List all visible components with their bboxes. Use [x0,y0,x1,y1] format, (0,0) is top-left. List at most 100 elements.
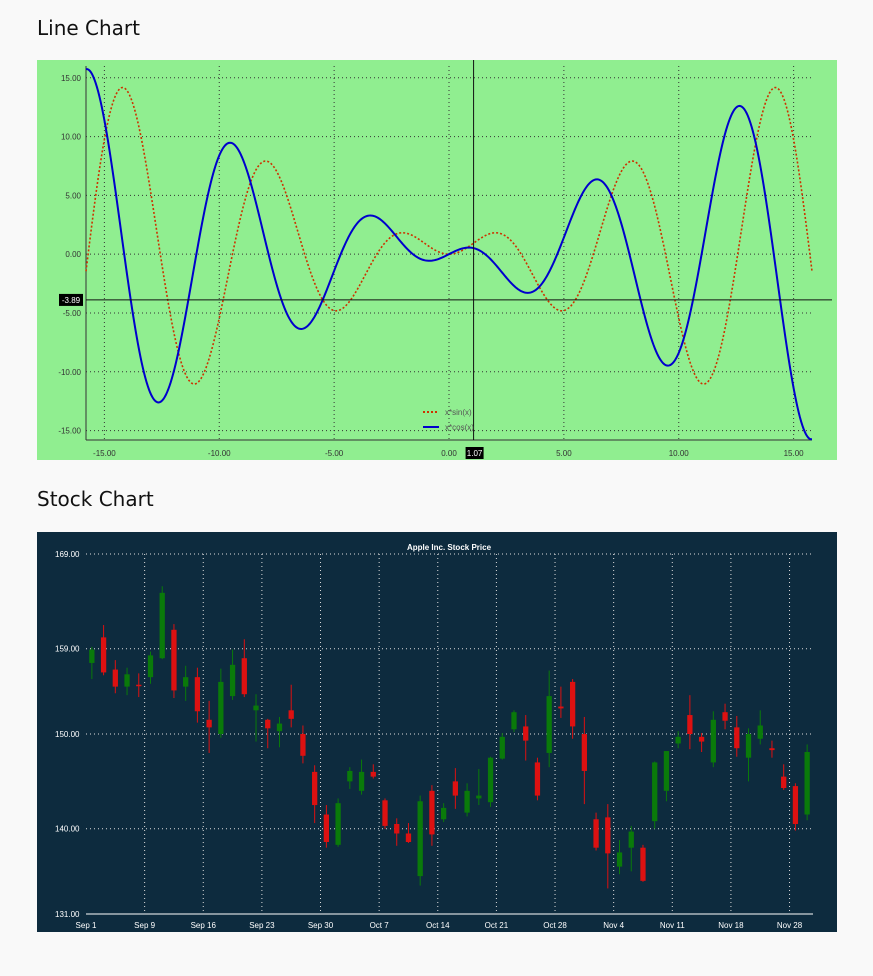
candle[interactable] [663,751,670,802]
candle[interactable] [804,744,810,821]
y-tick-label: 150.00 [55,730,80,739]
candle[interactable] [605,804,611,889]
candle[interactable] [288,684,294,728]
candle[interactable] [147,651,154,684]
candle-body [511,712,517,730]
candle[interactable] [417,795,423,886]
candle[interactable] [745,728,752,782]
candle-body [440,807,447,820]
candle[interactable] [687,695,693,750]
candle[interactable] [792,783,799,831]
candle[interactable] [429,785,435,846]
stock-chart-heading: Stock Chart [37,487,154,511]
candle[interactable] [698,733,705,752]
stock-chart-svg[interactable]: Apple Inc. Stock Price 169.00 159.00 150.00… [37,532,837,932]
candle-body [698,736,705,742]
candle[interactable] [652,761,658,829]
candle[interactable] [440,803,447,823]
candle[interactable] [159,586,165,660]
series-line-xsinx [85,86,813,385]
candle[interactable] [323,805,330,848]
candle[interactable] [335,798,341,847]
candle[interactable] [124,667,130,696]
y-tick-label: -15.00 [58,427,81,436]
candle-body [405,833,412,842]
candle[interactable] [347,767,353,789]
candle[interactable] [370,764,376,779]
candle-body [675,736,681,744]
candle[interactable] [194,667,201,723]
line-chart-svg[interactable]: -15.00 -10.00 -5.00 0.00 5.00 10.00 15.00 15.00… [37,60,837,460]
x-tick-label: Sep 1 [76,921,97,930]
series-line-xcosx [85,68,813,441]
candle-body [136,684,142,687]
candle-body [804,752,810,815]
x-tick-label: -5.00 [325,449,344,458]
y-tick-label: -5.00 [63,309,82,318]
y-tick-label: 169.00 [55,550,80,559]
candle[interactable] [112,660,118,694]
candle[interactable] [89,646,95,680]
candle[interactable] [229,649,236,700]
candle[interactable] [499,733,505,760]
x-tick-label: Sep 30 [308,921,334,930]
candle[interactable] [710,711,716,768]
candle[interactable] [206,700,212,753]
candle[interactable] [136,673,142,698]
candle[interactable] [558,686,564,718]
candle[interactable] [546,670,552,768]
candle[interactable] [569,679,576,739]
candle[interactable] [405,823,412,843]
candle-body [300,734,306,756]
candle[interactable] [511,710,517,733]
x-tick-label: Nov 28 [777,921,803,930]
candle[interactable] [734,716,740,757]
x-tick-label: 10.00 [669,449,690,458]
candle[interactable] [534,757,541,801]
candle-body [710,719,716,763]
candle[interactable] [476,769,482,806]
candle[interactable] [452,768,459,809]
candle[interactable] [183,665,189,701]
candle[interactable] [523,715,529,761]
candle[interactable] [487,756,494,807]
candle[interactable] [757,710,763,745]
candle-body [265,719,271,729]
candle-body [276,723,283,732]
crosshair-x-label: 1.07 [467,449,483,458]
candle-body [558,706,564,709]
candle[interactable] [628,825,634,872]
candle[interactable] [218,668,224,738]
candle[interactable] [358,759,365,795]
candle[interactable] [640,844,646,882]
candle[interactable] [581,716,587,805]
candle[interactable] [464,783,470,817]
candle-body [523,726,529,741]
candle[interactable] [300,725,306,764]
candle[interactable] [241,639,247,698]
candle[interactable] [276,716,283,748]
candle-body [757,725,763,739]
candle[interactable] [394,818,400,846]
crosshair-y-label: -3.89 [62,296,81,305]
candle-body [312,771,318,806]
candle[interactable] [253,694,259,742]
candle[interactable] [675,731,681,749]
candle-body [347,770,353,782]
candle[interactable] [265,718,271,749]
candle[interactable] [781,764,787,790]
x-tick-label: Oct 14 [426,921,450,930]
candle[interactable] [593,812,599,851]
x-tick-label: Sep 23 [249,921,275,930]
candle[interactable] [722,703,728,730]
x-tick-label: Oct 28 [543,921,567,930]
candle[interactable] [382,798,388,829]
candle[interactable] [171,624,177,698]
candle[interactable] [616,840,623,875]
line-chart-legend[interactable]: x*sin(x) x*cos(x) [423,408,474,432]
candle[interactable] [100,625,107,676]
candle-body [652,762,658,822]
candle[interactable] [769,740,775,758]
candle[interactable] [312,765,318,824]
stock-chart-title: Apple Inc. Stock Price [407,543,492,552]
